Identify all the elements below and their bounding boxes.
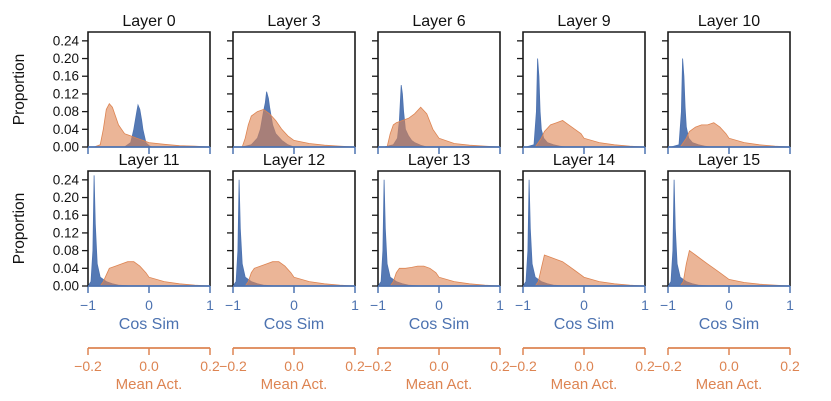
mean-act-area (233, 261, 356, 287)
panel-title: Layer 15 (698, 152, 760, 169)
mean-act-tick-label: −0.2 (364, 358, 392, 374)
y-tick-label: 0.20 (53, 190, 79, 205)
panel-layer-10: Layer 10 (662, 13, 791, 154)
panel-frame (232, 170, 356, 286)
panel-title: Layer 11 (118, 152, 179, 169)
y-tick-label: 0.08 (53, 104, 79, 119)
cos-sim-tick-label: 0 (725, 297, 733, 313)
mean-act-tick-label: 0.0 (429, 358, 449, 374)
mean-act-axis-label: Mean Act. (406, 376, 473, 393)
panel-frame (522, 170, 646, 286)
panel-layer-13: Layer 13 −1 0 1 Cos Sim −0.2 0.0 0.2 Mean Act. (364, 152, 510, 393)
panel-title: Layer 6 (412, 13, 465, 30)
y-tick-label: 0.16 (53, 69, 79, 84)
cos-sim-tick-label: 1 (351, 297, 359, 313)
y-tick-label: 0.24 (53, 172, 80, 187)
cos-sim-tick-label: −1 (515, 297, 531, 313)
panel-frame (87, 31, 211, 147)
cos-sim-tick-label: −1 (660, 297, 676, 313)
panel-title: Layer 12 (263, 152, 325, 169)
panel-title: Layer 9 (557, 13, 610, 30)
y-tick-label: 0.08 (53, 243, 79, 258)
cos-sim-tick-label: 1 (206, 297, 214, 313)
cos-sim-tick-label: 0 (290, 297, 298, 313)
cos-sim-tick-label: −1 (370, 297, 386, 313)
y-tick-label: 0.00 (53, 279, 79, 294)
cos-sim-tick-label: 0 (580, 297, 588, 313)
mean-act-tick-label: −0.2 (654, 358, 682, 374)
y-tick-label: 0.16 (53, 208, 79, 223)
panel-title: Layer 14 (553, 152, 615, 169)
y-tick-label: 0.00 (53, 140, 79, 155)
panel-frame (667, 31, 791, 147)
mean-act-tick-label: −0.2 (74, 358, 102, 374)
mean-act-area (233, 108, 356, 148)
mean-act-axis-label: Mean Act. (116, 376, 183, 393)
mean-act-tick-label: 0.0 (574, 358, 594, 374)
mean-act-area (88, 261, 211, 287)
panel-frame (87, 170, 211, 286)
cos-sim-axis-label: Cos Sim (119, 316, 179, 333)
mean-act-tick-label: 0.0 (719, 358, 739, 374)
cos-sim-tick-label: 0 (435, 297, 443, 313)
mean-act-area (88, 103, 211, 148)
cos-sim-tick-label: 1 (496, 297, 504, 313)
panel-layer-3: Layer 3 (227, 13, 356, 154)
mean-act-tick-label: −0.2 (219, 358, 247, 374)
panel-layer-9: Layer 9 (517, 13, 646, 154)
cos-sim-tick-label: 1 (786, 297, 794, 313)
panel-frame (522, 31, 646, 147)
cos-sim-tick-label: 1 (641, 297, 649, 313)
panel-layer-6: Layer 6 (372, 13, 501, 154)
panel-title: Layer 0 (122, 13, 175, 30)
y-tick-label: 0.12 (53, 86, 79, 101)
panel-frame (667, 170, 791, 286)
mean-act-area (523, 254, 646, 287)
panel-title: Layer 13 (408, 152, 470, 169)
y-tick-label: 0.04 (53, 122, 80, 137)
panel-frame (377, 31, 501, 147)
mean-act-area (378, 106, 501, 148)
y-tick-label: 0.04 (53, 261, 80, 276)
panel-frame (377, 170, 501, 286)
mean-act-tick-label: 0.0 (139, 358, 159, 374)
y-axis-label: Proportion (11, 193, 28, 265)
panel-layer-12: Layer 12 −1 0 1 Cos Sim −0.2 0.0 0.2 Mean Act. (219, 152, 365, 393)
cos-sim-axis-label: Cos Sim (699, 316, 759, 333)
cos-sim-tick-label: −1 (80, 297, 96, 313)
y-tick-label: 0.12 (53, 225, 79, 240)
mean-act-tick-label: 0.2 (345, 358, 365, 374)
panel-frame (232, 31, 356, 147)
y-axis-label: Proportion (11, 54, 28, 126)
panel-title: Layer 3 (267, 13, 320, 30)
mean-act-axis-label: Mean Act. (551, 376, 618, 393)
cos-sim-axis-label: Cos Sim (554, 316, 614, 333)
y-tick-label: 0.24 (53, 33, 80, 48)
cos-sim-tick-label: 0 (145, 297, 153, 313)
mean-act-area (523, 120, 646, 148)
mean-act-axis-label: Mean Act. (696, 376, 763, 393)
mean-act-tick-label: 0.2 (200, 358, 220, 374)
cos-sim-tick-label: −1 (225, 297, 241, 313)
panel-layer-14: Layer 14 −1 0 1 Cos Sim −0.2 0.0 0.2 Mean Act. (509, 152, 655, 393)
cos-sim-axis-label: Cos Sim (409, 316, 469, 333)
mean-act-area (668, 249, 791, 287)
mean-act-tick-label: 0.2 (490, 358, 510, 374)
mean-act-tick-label: −0.2 (509, 358, 537, 374)
mean-act-tick-label: 0.2 (780, 358, 800, 374)
y-tick-label: 0.20 (53, 51, 79, 66)
mean-act-area (378, 265, 501, 287)
panel-layer-0: 0.00 0.04 0.08 0.12 0.16 0.20 0.24 Layer 0 (53, 13, 211, 155)
mean-act-axis-label: Mean Act. (261, 376, 328, 393)
mean-act-tick-label: 0.0 (284, 358, 304, 374)
mean-act-area (668, 122, 791, 148)
panel-layer-11: 0.00 0.04 0.08 0.12 0.16 0.20 0.24 Layer 11 −1 0 1… (53, 152, 220, 393)
panel-title: Layer 10 (698, 13, 760, 30)
cos-sim-axis-label: Cos Sim (264, 316, 324, 333)
mean-act-tick-label: 0.2 (635, 358, 655, 374)
panel-layer-15: Layer 15 −1 0 1 Cos Sim −0.2 0.0 0.2 Mean Act. (654, 152, 800, 393)
